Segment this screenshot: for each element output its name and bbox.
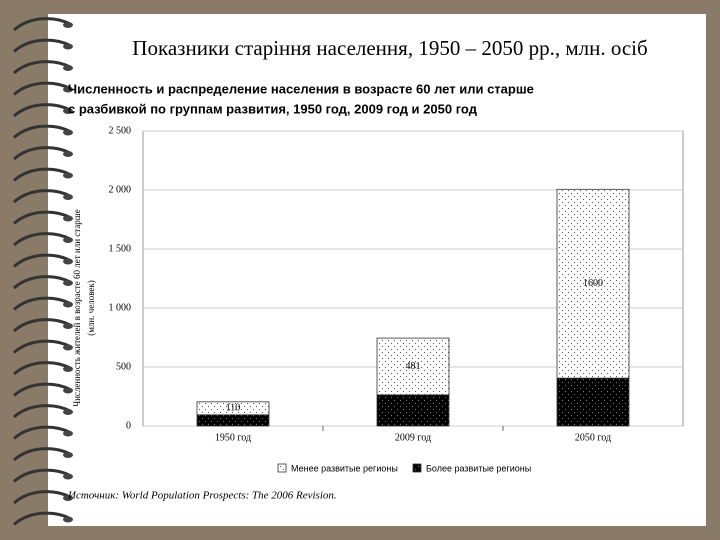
bar-segment xyxy=(376,337,450,396)
ring xyxy=(13,425,71,440)
y-tick-label: 2 000 xyxy=(109,184,132,195)
bar-segment xyxy=(556,188,630,379)
ring-hole xyxy=(63,516,73,523)
y-tick-label: 2 500 xyxy=(109,125,132,136)
y-axis-label: (млн. человек) xyxy=(86,280,96,336)
ring xyxy=(13,468,71,483)
y-axis-label: Численность жителей в возрасте 60 лет ил… xyxy=(72,209,82,406)
ring-hole xyxy=(63,194,73,200)
bar-segment xyxy=(376,394,450,427)
ring xyxy=(13,296,71,311)
y-axis-title: Численность жителей в возрасте 60 лет ил… xyxy=(72,209,96,406)
x-tick-label: 2009 год xyxy=(395,432,431,443)
legend-swatch xyxy=(277,463,287,473)
slide-title: Показники старіння населення, 1950 – 205… xyxy=(132,36,647,60)
ring xyxy=(13,167,71,182)
ring xyxy=(13,81,71,96)
ring-hole xyxy=(63,366,73,372)
ring xyxy=(13,490,71,505)
legend-swatch xyxy=(412,463,422,473)
ring-hole xyxy=(63,237,73,243)
data-label: 481 xyxy=(406,361,421,372)
ring xyxy=(13,253,71,268)
chart-title: Численность и распределение населения в … xyxy=(68,81,534,96)
ring xyxy=(13,361,71,376)
ring-hole xyxy=(63,258,73,265)
ring xyxy=(13,38,71,53)
ring xyxy=(13,404,71,419)
chart-title: с разбивкой по группам развития, 1950 го… xyxy=(68,101,478,116)
bar-segment xyxy=(196,401,270,416)
ring xyxy=(13,146,71,161)
ring-hole xyxy=(63,43,73,50)
ring xyxy=(13,318,71,333)
ring-hole xyxy=(63,86,73,93)
ring xyxy=(13,210,71,225)
bar-segment xyxy=(196,414,270,427)
source-note: Источник: World Population Prospects: Th… xyxy=(67,490,337,502)
ring xyxy=(13,382,71,397)
ring-hole xyxy=(63,430,73,437)
data-label: 110 xyxy=(226,403,241,414)
ring-hole xyxy=(63,387,73,394)
x-tick-label: 1950 год xyxy=(215,432,251,443)
data-label: 1600 xyxy=(583,278,603,289)
ring-hole xyxy=(63,172,73,179)
ring-hole xyxy=(63,129,73,136)
ring-hole xyxy=(63,473,73,480)
ring xyxy=(13,189,71,204)
ring xyxy=(13,511,71,526)
y-tick-label: 0 xyxy=(126,420,131,431)
ring-hole xyxy=(63,215,73,222)
ring-hole xyxy=(63,409,73,415)
ring-hole xyxy=(63,22,73,28)
legend-label: Более развитые регионы xyxy=(426,463,531,473)
ring xyxy=(13,124,71,139)
ring xyxy=(13,103,71,118)
ring-hole xyxy=(63,280,73,286)
ring xyxy=(13,17,71,32)
ring-hole xyxy=(63,65,73,71)
ring xyxy=(13,60,71,75)
ring-hole xyxy=(63,323,73,329)
x-tick-label: 2050 год xyxy=(575,432,611,443)
ring-hole xyxy=(63,151,73,157)
ring xyxy=(13,339,71,354)
ring-hole xyxy=(63,452,73,458)
y-tick-label: 1 000 xyxy=(109,302,132,313)
bar-segment xyxy=(556,377,630,427)
ring-hole xyxy=(63,344,73,351)
ring-hole xyxy=(63,301,73,308)
ring-hole xyxy=(63,108,73,114)
y-tick-label: 1 500 xyxy=(109,243,132,254)
legend-label: Менее развитые регионы xyxy=(291,463,398,473)
ring xyxy=(13,232,71,247)
ring xyxy=(13,275,71,290)
ring xyxy=(13,447,71,462)
spiral-binding xyxy=(13,17,73,526)
y-tick-label: 500 xyxy=(116,361,131,372)
ring-hole xyxy=(63,495,73,501)
